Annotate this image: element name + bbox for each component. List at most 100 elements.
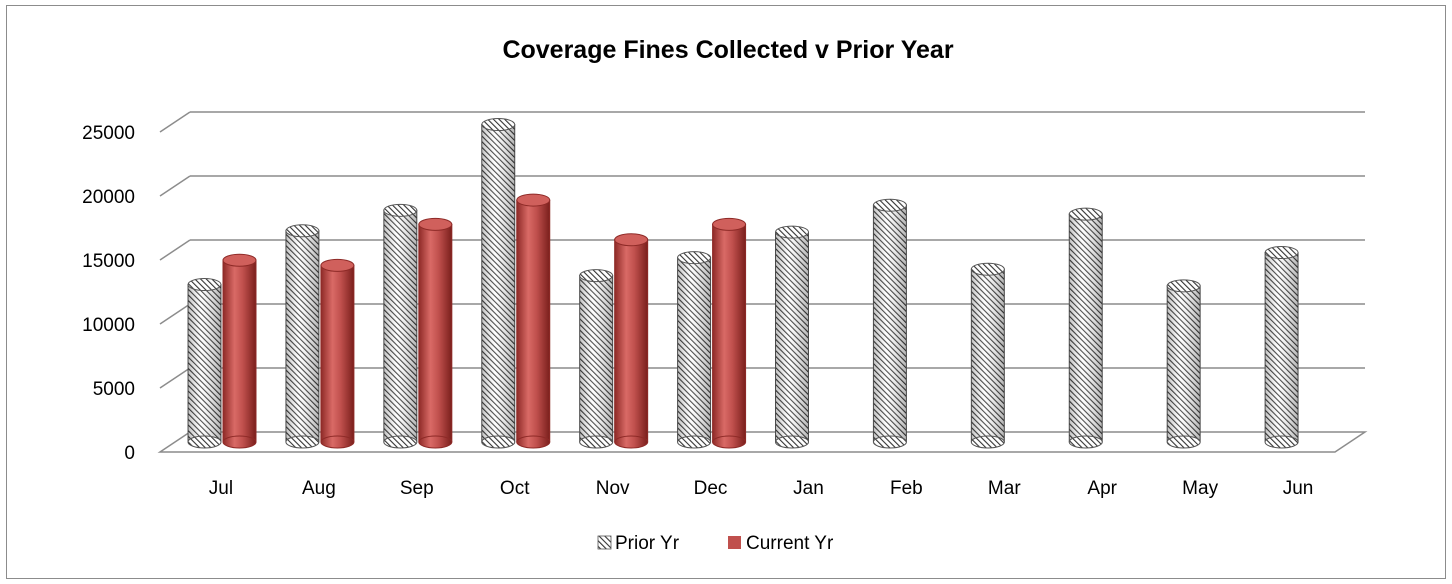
bar-prior-jun-base — [1264, 435, 1299, 449]
bar-prior-oct — [481, 118, 516, 449]
bar-prior-jun-shade — [1265, 252, 1299, 442]
bar-prior-nov-base — [579, 435, 614, 449]
bar-prior-dec-base — [677, 435, 712, 449]
bar-prior-nov-shade — [579, 275, 613, 442]
y-tick-label: 25000 — [82, 123, 135, 144]
bar-prior-may — [1166, 279, 1201, 449]
legend-label-current: Current Yr — [746, 533, 834, 554]
x-tick-label: Jul — [209, 478, 233, 499]
chart-title: Coverage Fines Collected v Prior Year — [502, 36, 953, 64]
bar-prior-sep — [383, 203, 418, 449]
bar-current-aug-top — [320, 258, 355, 272]
y-tick-label: 0 — [124, 443, 135, 464]
bar-prior-apr — [1068, 207, 1103, 449]
bar-prior-dec-top — [677, 251, 712, 265]
bar-current-sep-body — [418, 223, 453, 443]
bar-prior-mar — [970, 262, 1005, 449]
bar-prior-jul-top — [187, 278, 222, 292]
x-tick-label: Dec — [694, 478, 728, 499]
y-tick-label: 20000 — [82, 187, 135, 208]
gridline-depth — [159, 111, 191, 133]
bar-current-nov-body — [614, 239, 649, 443]
bar-prior-jun-top — [1264, 246, 1299, 260]
legend-swatch-prior — [597, 535, 612, 550]
bar-current-dec-base — [712, 435, 747, 449]
bar-prior-nov — [579, 269, 614, 449]
bar-current-dec — [712, 217, 747, 449]
bar-prior-sep-shade — [383, 210, 417, 442]
gridline-depth — [159, 303, 191, 325]
bar-current-sep — [418, 217, 453, 449]
legend: Prior Yr Current Yr — [597, 533, 834, 554]
bar-current-dec-top — [712, 217, 747, 231]
y-tick-label: 10000 — [82, 315, 135, 336]
x-tick-label: Sep — [400, 478, 434, 499]
gridline-depth — [159, 175, 191, 197]
x-tick-label: Mar — [988, 478, 1021, 499]
legend-swatch-current — [728, 536, 741, 549]
bar-prior-apr-base — [1068, 435, 1103, 449]
bar-prior-jul — [187, 278, 222, 449]
bar-prior-dec — [677, 251, 712, 449]
x-tick-label: Aug — [302, 478, 336, 499]
bar-prior-may-top — [1166, 279, 1201, 293]
bar-prior-mar-shade — [971, 269, 1005, 442]
bar-prior-feb-shade — [873, 205, 907, 442]
bar-prior-nov-top — [579, 269, 614, 283]
bar-current-aug-base — [320, 435, 355, 449]
bar-prior-aug-base — [285, 435, 320, 449]
bar-prior-may-base — [1166, 435, 1201, 449]
y-axis: 0 5000 10000 15000 20000 25000 — [82, 123, 135, 464]
bar-current-aug — [320, 258, 355, 449]
bar-prior-aug-top — [285, 224, 320, 238]
bar-prior-jul-shade — [188, 284, 221, 442]
bar-prior-aug — [285, 224, 320, 449]
bar-prior-sep-top — [383, 203, 418, 217]
bar-current-oct-body — [516, 199, 551, 443]
x-tick-label: Feb — [890, 478, 923, 499]
y-tick-label: 15000 — [82, 251, 135, 272]
bar-prior-oct-base — [481, 435, 516, 449]
bars — [187, 118, 1299, 449]
bar-prior-mar-base — [970, 435, 1005, 449]
bar-prior-sep-base — [383, 435, 418, 449]
bar-prior-feb-base — [872, 435, 907, 449]
bar-prior-may-shade — [1167, 285, 1201, 442]
bar-prior-oct-shade — [481, 124, 515, 442]
bar-prior-mar-top — [970, 262, 1005, 276]
x-tick-label: Nov — [596, 478, 630, 499]
x-tick-label: May — [1182, 478, 1218, 499]
bar-current-jul-top — [222, 253, 257, 267]
bar-current-oct — [516, 193, 551, 449]
bar-prior-apr-shade — [1069, 214, 1103, 442]
gridline-depth — [159, 239, 191, 261]
bar-prior-jun — [1264, 246, 1299, 449]
bar-current-jul-base — [222, 435, 257, 449]
bar-current-aug-body — [320, 264, 355, 443]
bar-prior-feb — [872, 198, 907, 449]
x-tick-label: Oct — [500, 478, 530, 499]
bar-current-sep-base — [418, 435, 453, 449]
bar-prior-apr-top — [1068, 207, 1103, 221]
bar-current-jul — [222, 253, 257, 449]
bar-current-nov — [614, 233, 649, 449]
bar-prior-aug-shade — [285, 230, 319, 442]
x-axis: Jul Aug Sep Oct Nov Dec Jan Feb Mar Apr May Jun — [209, 478, 1314, 499]
bar-current-nov-top — [614, 233, 649, 247]
bar-prior-oct-top — [481, 118, 516, 132]
bar-current-nov-base — [614, 435, 649, 449]
x-tick-label: Apr — [1087, 478, 1117, 499]
bar-prior-jan-base — [775, 435, 809, 449]
bar-current-sep-top — [418, 217, 453, 231]
bar-prior-jul-base — [187, 435, 222, 449]
legend-label-prior: Prior Yr — [615, 533, 680, 554]
bar-current-oct-base — [516, 435, 551, 449]
y-tick-label: 5000 — [93, 379, 135, 400]
x-tick-label: Jan — [793, 478, 824, 499]
bar-current-dec-body — [712, 223, 747, 443]
bar-prior-jan-top — [775, 225, 809, 239]
x-tick-label: Jun — [1283, 478, 1314, 499]
bar-prior-dec-shade — [677, 257, 711, 442]
bar-prior-jan-shade — [775, 232, 809, 442]
